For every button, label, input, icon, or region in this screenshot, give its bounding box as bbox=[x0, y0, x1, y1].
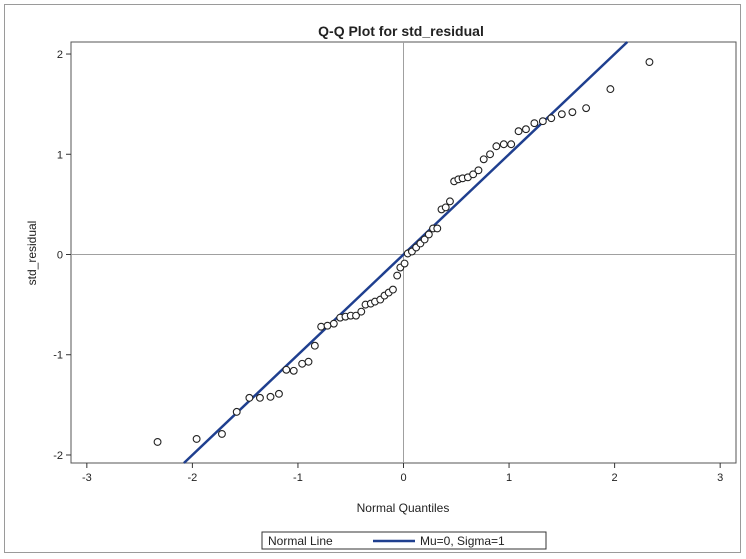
y-axis-label: std_residual bbox=[25, 221, 39, 286]
y-tick-label: -1 bbox=[53, 350, 63, 362]
data-point bbox=[393, 271, 402, 280]
data-point bbox=[420, 235, 429, 244]
y-tick-label: 0 bbox=[57, 250, 63, 262]
x-tick-label: 2 bbox=[612, 472, 618, 484]
data-point bbox=[289, 366, 298, 375]
legend: Normal Line Mu=0, Sigma=1 bbox=[261, 531, 547, 550]
legend-entry-label: Mu=0, Sigma=1 bbox=[420, 534, 505, 548]
data-point bbox=[274, 389, 283, 398]
legend-title: Normal Line bbox=[268, 534, 333, 548]
y-axis-ticks: -2 -1 0 1 2 bbox=[53, 49, 71, 462]
y-tick-label: 2 bbox=[57, 49, 63, 61]
data-point bbox=[245, 393, 254, 402]
x-axis-ticks: -3 -2 -1 0 1 2 3 bbox=[82, 463, 723, 484]
data-point bbox=[606, 85, 615, 94]
data-point bbox=[514, 127, 523, 136]
data-point bbox=[469, 170, 478, 179]
chart-title: Q-Q Plot for std_residual bbox=[318, 23, 484, 39]
data-point bbox=[400, 259, 409, 268]
data-point bbox=[474, 166, 483, 175]
data-point bbox=[499, 140, 508, 149]
data-point bbox=[255, 393, 264, 402]
data-point bbox=[486, 150, 495, 159]
data-point bbox=[357, 307, 366, 316]
chart-frame: Q-Q Plot for std_residual -3 -2 -1 0 1 2 3 -2-… bbox=[4, 4, 741, 553]
data-point bbox=[266, 392, 275, 401]
data-point bbox=[317, 322, 326, 331]
data-point bbox=[433, 224, 442, 233]
data-point bbox=[492, 142, 501, 151]
data-point bbox=[329, 319, 338, 328]
x-tick-label: -3 bbox=[82, 472, 92, 484]
data-point bbox=[445, 197, 454, 206]
x-tick-label: -2 bbox=[187, 472, 197, 484]
data-point bbox=[479, 155, 488, 164]
data-point bbox=[217, 429, 226, 438]
data-point bbox=[645, 58, 654, 66]
data-point bbox=[323, 321, 332, 330]
data-point bbox=[304, 357, 313, 366]
x-axis-label: Normal Quantiles bbox=[357, 501, 450, 515]
x-tick-label: 0 bbox=[400, 472, 406, 484]
y-tick-label: 1 bbox=[57, 149, 63, 161]
data-point bbox=[153, 438, 162, 446]
data-point bbox=[388, 285, 397, 294]
qq-plot-svg: Q-Q Plot for std_residual -3 -2 -1 0 1 2 3 -2-… bbox=[25, 23, 737, 550]
data-point bbox=[310, 341, 319, 350]
data-point bbox=[582, 104, 591, 113]
data-point bbox=[352, 311, 360, 320]
data-point bbox=[538, 117, 547, 126]
x-tick-label: 1 bbox=[506, 472, 512, 484]
data-point bbox=[232, 407, 241, 416]
data-points bbox=[153, 58, 654, 446]
data-point bbox=[530, 119, 539, 128]
x-tick-label: -1 bbox=[293, 472, 303, 484]
data-point bbox=[424, 230, 433, 239]
data-point bbox=[507, 140, 516, 149]
data-point bbox=[557, 110, 566, 119]
data-point bbox=[568, 108, 577, 117]
data-point bbox=[441, 203, 450, 212]
x-tick-label: 3 bbox=[717, 472, 723, 484]
data-point bbox=[298, 359, 307, 368]
data-point bbox=[282, 365, 291, 374]
y-tick-label: -2 bbox=[53, 450, 63, 462]
data-point bbox=[547, 114, 556, 123]
data-point bbox=[521, 125, 530, 134]
data-point bbox=[192, 434, 201, 443]
